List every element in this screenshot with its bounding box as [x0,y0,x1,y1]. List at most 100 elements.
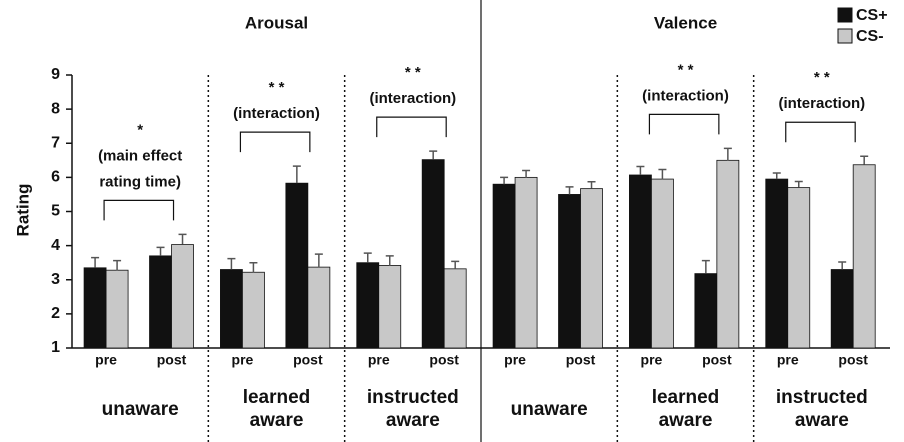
bar [378,265,402,349]
group-label: learned [652,387,720,408]
y-tick-label: 1 [51,339,60,356]
error-bar [314,253,323,268]
significance-bracket [376,116,447,138]
error-bar [91,256,100,268]
bar [629,174,652,349]
section-title: Valence [654,13,717,32]
x-tick-label: post [293,352,323,368]
legend-swatch [837,7,853,23]
error-bar [587,181,596,189]
bar [242,271,265,349]
group-label: unaware [511,399,588,420]
group-label: aware [659,410,713,431]
bar [149,255,172,349]
bar [580,188,603,349]
y-tick-label: 9 [51,66,60,83]
group-label: unaware [102,399,179,420]
error-bar [451,260,460,269]
y-tick-label: 2 [51,305,60,322]
bar [285,182,309,349]
x-tick-label: pre [641,352,663,368]
x-tick-label: pre [368,352,390,368]
y-tick-label: 5 [51,203,60,220]
y-axis-label: Rating [13,184,32,237]
error-bar [227,257,236,270]
significance-bracket [648,113,720,135]
legend-swatch [837,28,853,44]
x-tick-label: pre [504,352,526,368]
bar [694,273,718,349]
error-bar [363,252,372,263]
annotation: * * [814,69,830,86]
error-bar [156,246,165,256]
group-label: instructed [776,387,868,408]
x-tick-label: post [838,352,868,368]
bar [171,244,194,349]
annotation: * * [678,61,694,78]
error-bar [701,259,710,274]
bar [558,194,581,349]
x-tick-label: pre [95,352,117,368]
x-tick-label: post [702,352,732,368]
annotation: (interaction) [369,90,456,107]
y-tick-label: 6 [51,169,60,186]
group-label: aware [250,410,304,431]
error-bar [838,261,847,270]
y-tick-label: 7 [51,134,60,151]
error-bar [772,172,781,180]
bar [852,164,876,349]
legend-label: CS+ [856,7,888,24]
bar [356,262,380,349]
bar [787,187,811,349]
y-tick-label: 4 [51,237,60,254]
x-tick-label: pre [232,352,254,368]
bar [830,269,854,349]
significance-bracket [239,131,311,153]
section-title: Arousal [245,13,308,32]
error-bar [385,255,394,266]
x-tick-label: pre [777,352,799,368]
bar [765,178,789,349]
annotation: * * [405,64,421,81]
error-bar [178,233,187,245]
annotation: rating time) [99,173,181,190]
bar [492,183,516,349]
x-tick-label: post [157,352,187,368]
bar [220,269,243,349]
bar [307,266,331,349]
annotation: (interaction) [778,95,865,112]
x-tick-label: post [566,352,596,368]
legend-label: CS- [856,28,884,45]
error-bar [292,165,301,184]
group-label: learned [243,387,311,408]
annotation: (interaction) [233,105,320,122]
y-tick-label: 8 [51,100,60,117]
error-bar [723,147,732,161]
error-bar [658,168,667,180]
error-bar [249,261,258,273]
error-bar [860,155,869,165]
group-label: instructed [367,387,459,408]
error-bar [794,180,803,188]
annotation: (interaction) [642,87,729,104]
annotation: * * [269,79,285,96]
error-bar [522,169,531,178]
bar [443,268,467,349]
bar [421,159,445,349]
error-bar [636,165,645,175]
annotation: (main effect [98,147,182,164]
significance-bracket [785,121,856,143]
error-bar [429,150,438,160]
annotation: * [137,121,143,138]
group-label: aware [386,410,440,431]
error-bar [500,176,509,185]
bar [651,178,674,349]
bar [83,267,107,349]
y-tick-label: 3 [51,271,60,288]
error-bar [565,186,574,195]
significance-bracket [103,199,175,221]
bar [716,159,740,349]
group-label: aware [795,410,849,431]
error-bar [113,259,122,271]
